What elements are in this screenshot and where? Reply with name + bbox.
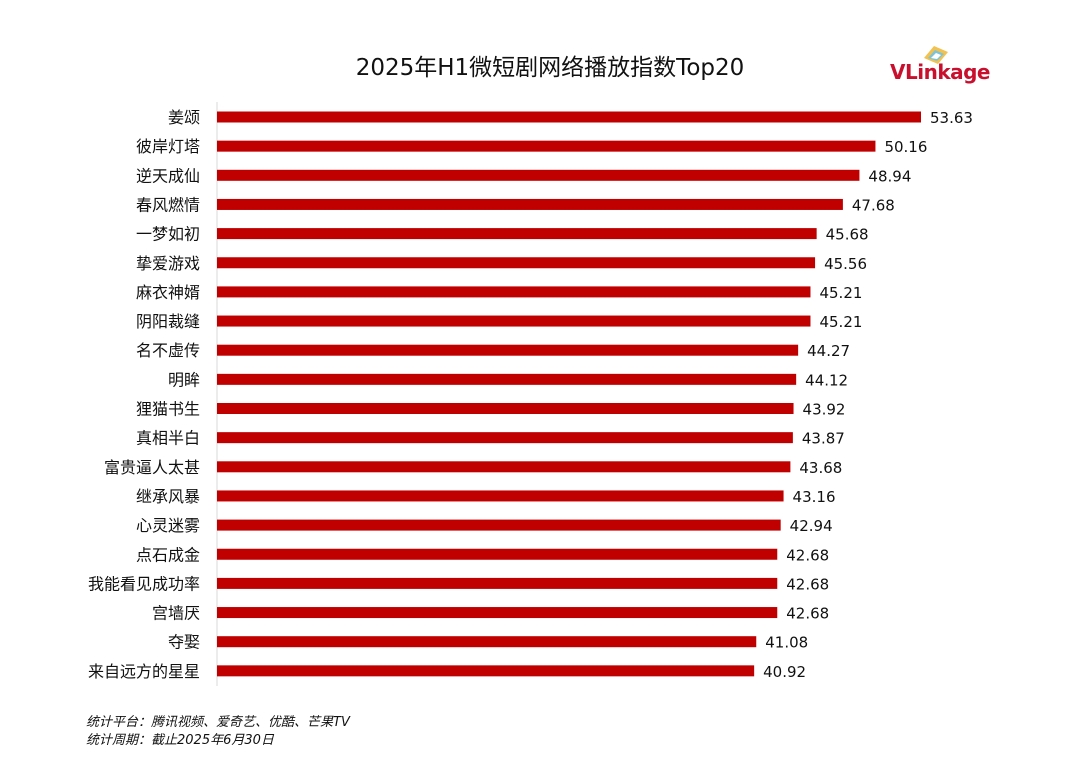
bar: [217, 519, 781, 531]
value-label: 50.16: [884, 138, 927, 156]
category-label: 彼岸灯塔: [136, 137, 200, 156]
value-label: 42.94: [790, 517, 833, 535]
category-label: 狸猫书生: [136, 400, 200, 419]
category-label: 宫墙厌: [152, 604, 200, 623]
vlinkage-logo: VLinkage: [888, 44, 998, 86]
bar: [217, 257, 816, 269]
bar: [217, 548, 778, 560]
value-label: 42.68: [786, 605, 829, 623]
bar: [217, 373, 797, 385]
value-label: 43.87: [802, 430, 845, 448]
bar: [217, 607, 778, 619]
value-label: 43.68: [799, 459, 842, 477]
value-label: 41.08: [765, 634, 808, 652]
category-label: 姜颂: [168, 108, 200, 127]
value-label: 44.27: [807, 342, 850, 360]
value-label: 45.21: [819, 284, 862, 302]
category-label: 富贵逼人太甚: [104, 458, 200, 477]
bar: [217, 140, 876, 152]
category-label: 逆天成仙: [136, 166, 200, 185]
value-label: 45.56: [824, 255, 867, 273]
category-label: 我能看见成功率: [88, 574, 200, 593]
category-label: 来自远方的星星: [88, 662, 200, 681]
bar: [217, 461, 791, 473]
footnote-period: 统计周期：截止2025年6月30日: [86, 733, 274, 748]
category-label: 麻衣神婿: [136, 283, 200, 302]
category-label: 心灵迷雾: [136, 516, 200, 535]
value-label: 43.16: [793, 488, 836, 506]
bar: [217, 169, 860, 181]
logo-mark-icon: [924, 46, 948, 64]
bar: [217, 111, 921, 123]
category-label: 真相半白: [136, 429, 200, 448]
bar: [217, 198, 843, 210]
logo-text: VLinkage: [890, 60, 991, 84]
chart-title: 2025年H1微短剧网络播放指数Top20: [355, 55, 745, 81]
category-label: 挚爱游戏: [136, 254, 200, 273]
value-label: 42.68: [786, 546, 829, 564]
bar: [217, 432, 793, 444]
bar: [217, 636, 757, 648]
category-label: 一梦如初: [136, 225, 200, 244]
value-label: 44.12: [805, 371, 848, 389]
value-label: 47.68: [852, 196, 895, 214]
bar: [217, 344, 799, 356]
value-label: 45.68: [826, 226, 869, 244]
bar: [217, 403, 794, 414]
category-label: 阴阳裁缝: [136, 312, 200, 331]
category-label: 名不虚传: [136, 341, 200, 360]
bar: [217, 286, 811, 298]
value-label: 45.21: [819, 313, 862, 331]
value-label: 43.92: [803, 401, 846, 419]
bar: [217, 577, 778, 589]
bar: [217, 665, 755, 677]
bar: [217, 315, 811, 327]
value-label: 48.94: [868, 167, 911, 185]
category-label: 明眸: [168, 370, 200, 389]
value-label: 40.92: [763, 663, 806, 681]
category-label: 春风燃情: [136, 195, 200, 214]
value-label: 42.68: [786, 575, 829, 593]
category-label: 继承风暴: [136, 487, 200, 506]
value-label: 53.63: [930, 109, 973, 127]
category-label: 点石成金: [136, 545, 200, 564]
category-label: 夺娶: [168, 633, 200, 652]
bar: [217, 490, 784, 502]
bar: [217, 228, 817, 240]
footnote-platforms: 统计平台：腾讯视频、爱奇艺、优酷、芒果TV: [86, 715, 350, 730]
